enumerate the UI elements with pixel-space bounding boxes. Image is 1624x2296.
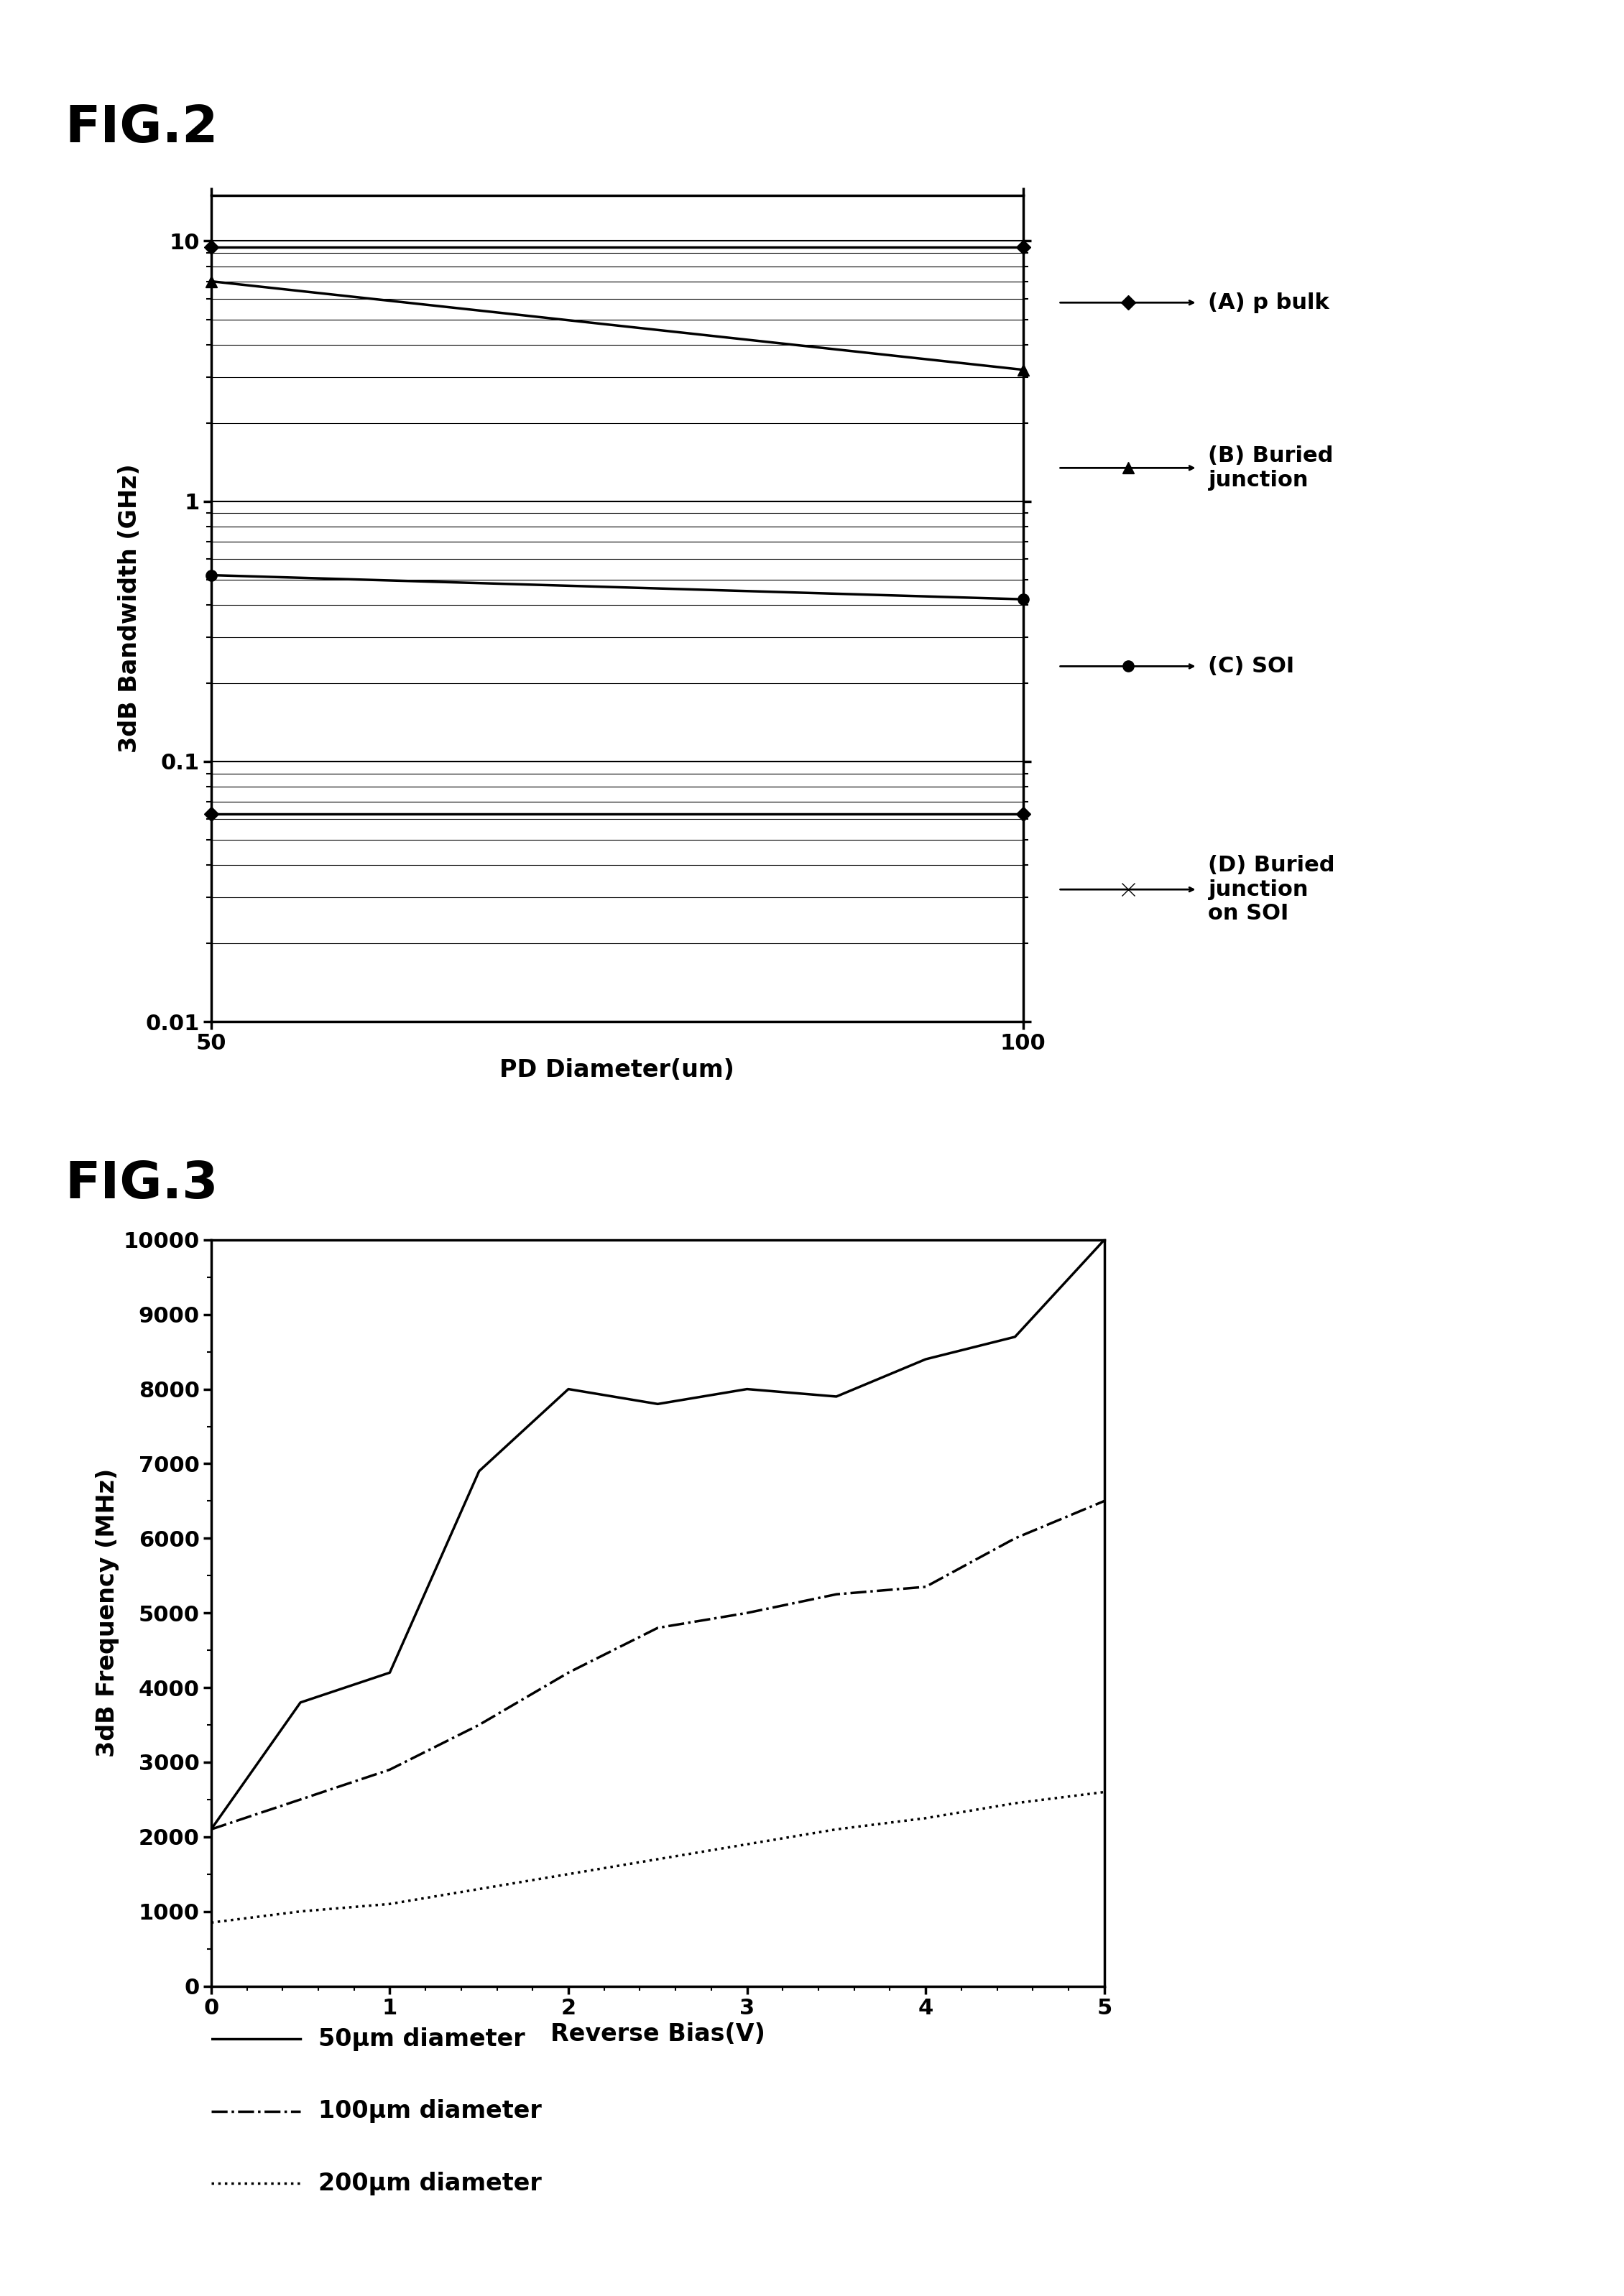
X-axis label: Reverse Bias(V): Reverse Bias(V)	[551, 2023, 765, 2046]
Text: 100μm diameter: 100μm diameter	[318, 2099, 542, 2124]
Y-axis label: 3dB Frequency (MHz): 3dB Frequency (MHz)	[96, 1469, 119, 1756]
Text: FIG.2: FIG.2	[65, 103, 218, 154]
Text: 50μm diameter: 50μm diameter	[318, 2027, 525, 2050]
X-axis label: PD Diameter(um): PD Diameter(um)	[500, 1058, 734, 1081]
Text: FIG.3: FIG.3	[65, 1159, 218, 1210]
Text: (C) SOI: (C) SOI	[1208, 657, 1294, 677]
Y-axis label: 3dB Bandwidth (GHz): 3dB Bandwidth (GHz)	[119, 464, 141, 753]
Text: (D) Buried
junction
on SOI: (D) Buried junction on SOI	[1208, 854, 1335, 923]
Text: (B) Buried
junction: (B) Buried junction	[1208, 445, 1333, 491]
Text: (A) p bulk: (A) p bulk	[1208, 292, 1330, 312]
Text: 200μm diameter: 200μm diameter	[318, 2172, 542, 2195]
